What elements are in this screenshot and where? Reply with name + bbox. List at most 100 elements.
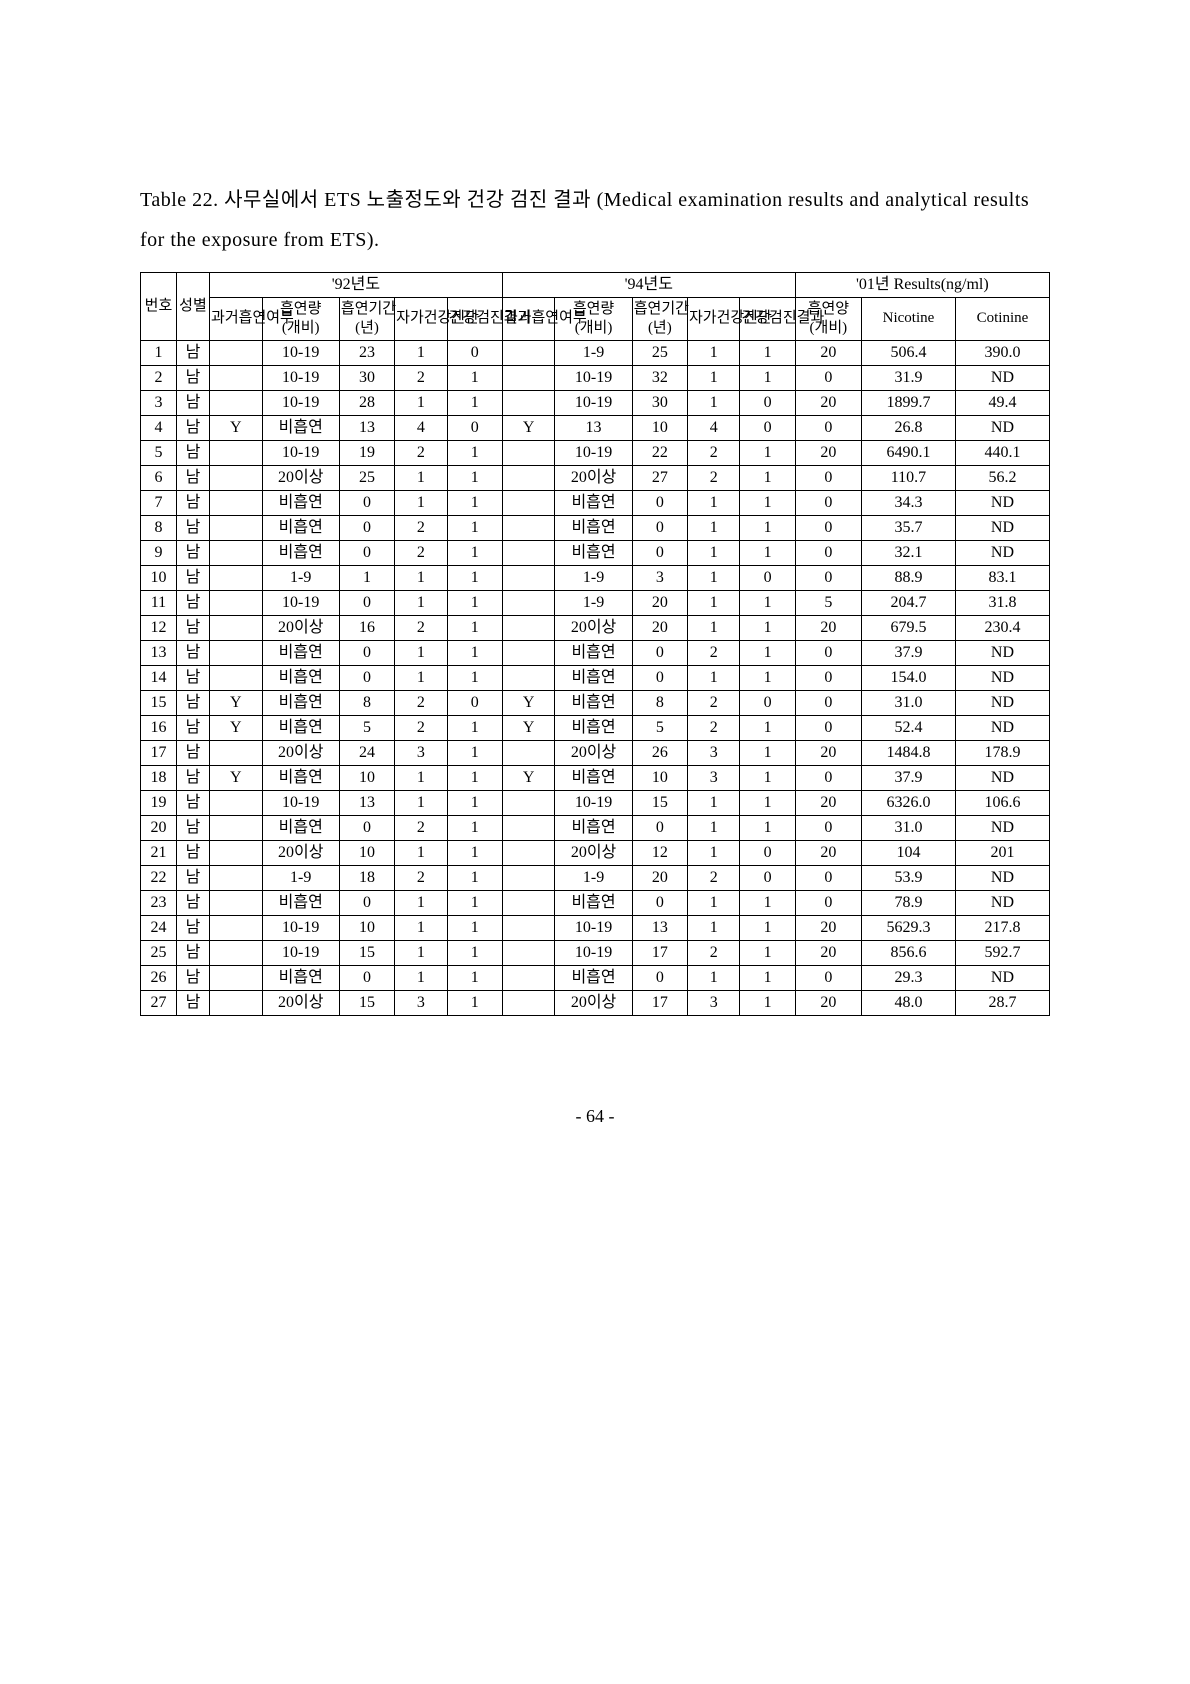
cell-cot: ND — [955, 965, 1049, 990]
cell-a01: 0 — [795, 540, 861, 565]
cell-sex: 남 — [176, 440, 209, 465]
cell-p92 — [210, 540, 262, 565]
cell-s94: 1 — [687, 390, 739, 415]
cell-sex: 남 — [176, 790, 209, 815]
cell-sex: 남 — [176, 915, 209, 940]
cell-nic: 31.0 — [862, 690, 956, 715]
cell-a94: 비흡연 — [555, 890, 632, 915]
cell-s92: 1 — [395, 340, 447, 365]
cell-a94: 비흡연 — [555, 690, 632, 715]
cell-a94: 10-19 — [555, 940, 632, 965]
cell-a01: 0 — [795, 465, 861, 490]
table-row: 7남비흡연011비흡연011034.3ND — [141, 490, 1050, 515]
cell-s94: 3 — [687, 990, 739, 1015]
cell-a92: 10-19 — [262, 790, 339, 815]
cell-p92: Y — [210, 765, 262, 790]
cell-s94: 1 — [687, 365, 739, 390]
cell-a01: 0 — [795, 865, 861, 890]
cell-sex: 남 — [176, 840, 209, 865]
cell-nic: 110.7 — [862, 465, 956, 490]
cell-no: 24 — [141, 915, 177, 940]
cell-sex: 남 — [176, 890, 209, 915]
cell-s92: 4 — [395, 415, 447, 440]
cell-p94 — [502, 590, 554, 615]
cell-cot: ND — [955, 690, 1049, 715]
cell-a94: 비흡연 — [555, 640, 632, 665]
cell-no: 18 — [141, 765, 177, 790]
cell-s92: 1 — [395, 890, 447, 915]
cell-p92 — [210, 965, 262, 990]
cell-s94: 1 — [687, 590, 739, 615]
cell-p92 — [210, 490, 262, 515]
cell-nic: 53.9 — [862, 865, 956, 890]
cell-no: 27 — [141, 990, 177, 1015]
cell-a92: 20이상 — [262, 615, 339, 640]
cell-e92: 1 — [447, 715, 502, 740]
cell-y94: 10 — [632, 415, 687, 440]
table-row: 27남20이상153120이상17312048.028.7 — [141, 990, 1050, 1015]
cell-y92: 10 — [339, 765, 394, 790]
cell-e94: 1 — [740, 715, 795, 740]
table-row: 22남1-918211-92020053.9ND — [141, 865, 1050, 890]
cell-sex: 남 — [176, 590, 209, 615]
cell-s92: 2 — [395, 815, 447, 840]
cell-sex: 남 — [176, 815, 209, 840]
cell-e94: 0 — [740, 865, 795, 890]
cell-e92: 1 — [447, 565, 502, 590]
cell-cot: ND — [955, 765, 1049, 790]
cell-nic: 506.4 — [862, 340, 956, 365]
cell-p92 — [210, 565, 262, 590]
cell-e94: 1 — [740, 790, 795, 815]
cell-y92: 24 — [339, 740, 394, 765]
cell-nic: 35.7 — [862, 515, 956, 540]
cell-s92: 1 — [395, 490, 447, 515]
col-self-94: 자가건강진단 — [687, 298, 739, 341]
cell-e92: 1 — [447, 465, 502, 490]
cell-nic: 856.6 — [862, 940, 956, 965]
cell-y94: 15 — [632, 790, 687, 815]
colgroup-94: '94년도 — [502, 273, 795, 298]
cell-cot: 230.4 — [955, 615, 1049, 640]
table-row: 19남10-19131110-191511206326.0106.6 — [141, 790, 1050, 815]
cell-s92: 2 — [395, 440, 447, 465]
cell-y92: 0 — [339, 515, 394, 540]
cell-cot: 106.6 — [955, 790, 1049, 815]
table-row: 8남비흡연021비흡연011035.7ND — [141, 515, 1050, 540]
col-sex: 성별 — [176, 273, 209, 341]
cell-a92: 10-19 — [262, 440, 339, 465]
cell-p92 — [210, 515, 262, 540]
cell-y94: 8 — [632, 690, 687, 715]
col-exam-94: 건강검진결과 — [740, 298, 795, 341]
cell-s94: 3 — [687, 765, 739, 790]
cell-e94: 0 — [740, 565, 795, 590]
cell-s92: 1 — [395, 640, 447, 665]
cell-a01: 0 — [795, 365, 861, 390]
cell-no: 2 — [141, 365, 177, 390]
cell-y92: 1 — [339, 565, 394, 590]
cell-cot: 28.7 — [955, 990, 1049, 1015]
cell-p92 — [210, 590, 262, 615]
cell-s94: 1 — [687, 340, 739, 365]
cell-a01: 0 — [795, 415, 861, 440]
table-body: 1남10-1923101-9251120506.4390.02남10-19302… — [141, 340, 1050, 1015]
cell-nic: 204.7 — [862, 590, 956, 615]
cell-p94 — [502, 465, 554, 490]
col-cotinine: Cotinine — [955, 298, 1049, 341]
cell-a92: 비흡연 — [262, 490, 339, 515]
cell-sex: 남 — [176, 565, 209, 590]
cell-e92: 1 — [447, 965, 502, 990]
cell-s94: 1 — [687, 965, 739, 990]
cell-p94 — [502, 665, 554, 690]
cell-no: 6 — [141, 465, 177, 490]
cell-a92: 비흡연 — [262, 690, 339, 715]
cell-nic: 52.4 — [862, 715, 956, 740]
cell-y92: 13 — [339, 790, 394, 815]
cell-nic: 78.9 — [862, 890, 956, 915]
cell-no: 7 — [141, 490, 177, 515]
cell-a92: 비흡연 — [262, 715, 339, 740]
cell-s92: 2 — [395, 690, 447, 715]
cell-a94: 비흡연 — [555, 665, 632, 690]
cell-s94: 1 — [687, 540, 739, 565]
table-row: 4남Y비흡연1340Y131040026.8ND — [141, 415, 1050, 440]
cell-y92: 28 — [339, 390, 394, 415]
